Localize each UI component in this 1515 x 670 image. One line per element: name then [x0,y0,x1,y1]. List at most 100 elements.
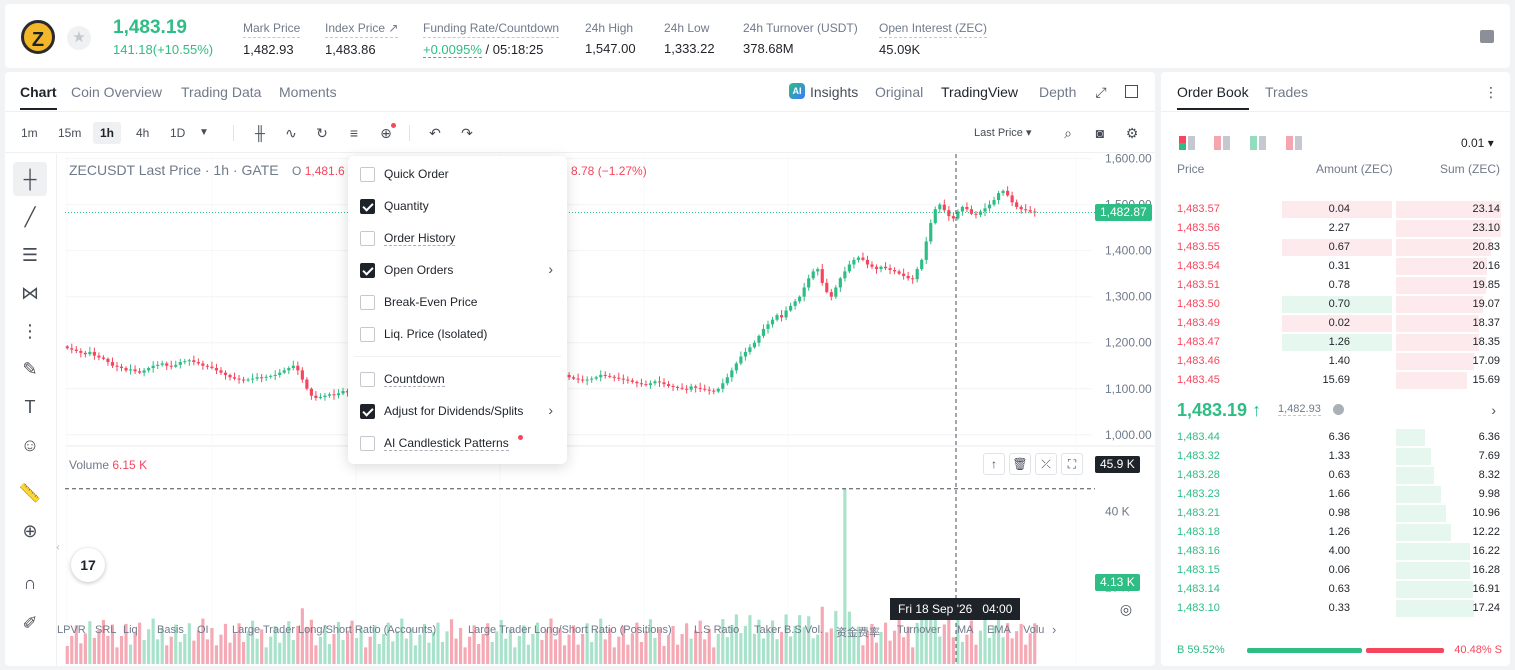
trend-line-icon[interactable]: ╱ [24,207,36,227]
tab-trades[interactable]: Trades [1265,84,1309,100]
checkbox[interactable] [360,167,375,182]
menu-item[interactable]: Break-Even Price [348,286,567,318]
arrow-up-icon[interactable]: ↑ [983,453,1005,475]
pattern-icon[interactable]: ⋈ [21,283,39,303]
search-icon[interactable]: ⌕ [1064,125,1072,141]
menu-item[interactable]: Order History [348,222,567,254]
trash-icon[interactable]: 🗑 [1009,453,1031,475]
ask-row[interactable]: 1,483.54 0.31 20.16 [1161,257,1510,276]
add-settings-icon[interactable]: ⊕ [378,123,396,141]
timeframe-4h[interactable]: 4h [136,126,150,140]
caret-down-icon[interactable]: ▼ [199,127,209,138]
tab-coin-overview[interactable]: Coin Overview [71,84,163,100]
stat-open-interest[interactable]: Open Interest (ZEC) 45.09K [879,19,988,57]
bid-row[interactable]: 1,483.18 1.26 12.22 [1161,523,1510,542]
indicator-item[interactable]: Volu [1023,624,1045,636]
checkbox[interactable] [360,372,375,387]
ask-row[interactable]: 1,483.55 0.67 20.83 [1161,238,1510,257]
horizontal-lines-icon[interactable]: ☰ [21,245,39,265]
indicators-icon[interactable]: ∿ [285,125,297,141]
menu-item[interactable]: Quick Order [348,158,567,190]
camera-icon[interactable]: ◙ [1095,125,1105,141]
text-icon[interactable]: T [24,397,36,417]
window-icon[interactable] [1125,85,1138,98]
precision-select[interactable]: 0.01 ▾ [1461,136,1494,150]
ask-row[interactable]: 1,483.45 15.69 15.69 [1161,371,1510,390]
indicator-item[interactable]: Taker B.S Vol. [754,624,824,636]
favorite-star-icon[interactable]: ★ [67,26,91,50]
bid-row[interactable]: 1,483.16 4.00 16.22 [1161,542,1510,561]
tab-original[interactable]: Original [875,84,924,100]
templates-icon[interactable]: ≡ [349,125,359,141]
redo-icon[interactable]: ↷ [461,125,473,141]
menu-item[interactable]: Adjust for Dividends/Splits › [348,395,567,427]
checkbox[interactable] [360,327,375,342]
menu-item[interactable]: Countdown [348,363,567,395]
checkbox[interactable] [360,404,375,419]
ask-row[interactable]: 1,483.50 0.70 19.07 [1161,295,1510,314]
ask-row[interactable]: 1,483.56 2.27 23.10 [1161,219,1510,238]
brush-icon[interactable]: ✎ [22,359,38,379]
indicator-item[interactable]: Large Trader Long/Short Ratio (Positions… [468,624,672,636]
crosshair-icon[interactable]: ┼ [13,162,47,196]
checkbox[interactable] [360,199,375,214]
indicator-item[interactable]: LPVR [57,624,86,636]
ask-row[interactable]: 1,483.47 1.26 18.35 [1161,333,1510,352]
book-grid-icon[interactable] [1286,136,1302,150]
price-chart[interactable]: 1,600.001,500.001,400.001,300.001,200.00… [57,154,1155,666]
indicator-item[interactable]: EMA [987,624,1011,636]
tab-depth[interactable]: Depth [1039,84,1077,100]
book-icon[interactable] [1480,30,1494,43]
candle-type-icon[interactable]: ╫ [255,125,265,141]
bid-row[interactable]: 1,483.21 0.98 10.96 [1161,504,1510,523]
maximize-icon[interactable]: ⛶ [1061,453,1083,475]
stat-funding-rate[interactable]: Funding Rate/Countdown +0.0095% / 05:18:… [423,19,560,58]
collapse-icon[interactable]: ⤫ [1035,453,1057,475]
timeframe-15m[interactable]: 15m [58,126,82,140]
scroll-right-icon[interactable]: › [1052,622,1057,637]
bid-row[interactable]: 1,483.14 0.63 16.91 [1161,580,1510,599]
bid-row[interactable]: 1,483.10 0.33 17.24 [1161,599,1510,618]
ruler-icon[interactable]: 📏 [18,483,42,503]
indicator-item[interactable]: Liq [123,624,138,636]
timeframe-1m[interactable]: 1m [21,126,38,140]
book-asks-icon[interactable] [1250,136,1266,150]
tradingview-logo[interactable]: 17 [71,548,105,582]
tab-moments[interactable]: Moments [279,84,337,100]
menu-item[interactable]: AI Candlestick Patterns [348,427,567,459]
tab-order-book[interactable]: Order Book [1177,84,1249,110]
emoji-icon[interactable]: ☺ [20,435,40,455]
menu-item[interactable]: Liq. Price (Isolated) [348,318,567,350]
menu-item[interactable]: Quantity [348,190,567,222]
lock-draw-icon[interactable]: ✐ [22,613,38,633]
ask-row[interactable]: 1,483.51 0.78 19.85 [1161,276,1510,295]
indicator-item[interactable]: Basis [157,624,184,636]
undo-icon[interactable]: ↶ [429,125,441,141]
bid-row[interactable]: 1,483.32 1.33 7.69 [1161,447,1510,466]
indicator-item[interactable]: MA [957,624,974,636]
tab-insights[interactable]: Insights [810,84,859,100]
bid-row[interactable]: 1,483.23 1.66 9.98 [1161,485,1510,504]
magnet-icon[interactable]: ∩ [23,573,37,593]
bid-row[interactable]: 1,483.15 0.06 16.28 [1161,561,1510,580]
ask-row[interactable]: 1,483.46 1.40 17.09 [1161,352,1510,371]
stat-index-price[interactable]: Index Price ↗ 1,483.86 [325,19,399,57]
tab-trading-data[interactable]: Trading Data [181,84,262,100]
indicator-item[interactable]: 资金费率 [836,627,880,639]
timeframe-1d[interactable]: 1D [170,126,186,140]
book-bids-icon[interactable] [1214,136,1230,150]
checkbox[interactable] [360,295,375,310]
indicator-item[interactable]: Turnover [897,624,941,636]
tab-tradingview[interactable]: TradingView [941,84,1019,100]
more-icon[interactable]: ⋮ [1484,84,1498,100]
axis-settings-icon[interactable]: ◎ [1119,601,1133,617]
indicator-item[interactable]: L.S Ratio [694,624,740,636]
stat-mark-price[interactable]: Mark Price 1,482.93 [243,19,301,57]
checkbox[interactable] [360,231,375,246]
tab-chart[interactable]: Chart [20,84,57,110]
indicator-item[interactable]: Large Trader Long/Short Ratio (Accounts) [232,624,437,636]
ask-row[interactable]: 1,483.57 0.04 23.14 [1161,200,1510,219]
expand-icon[interactable]: ⤢ [1095,84,1107,100]
bid-row[interactable]: 1,483.44 6.36 6.36 [1161,428,1510,447]
indicator-item[interactable]: SRL [95,624,117,636]
